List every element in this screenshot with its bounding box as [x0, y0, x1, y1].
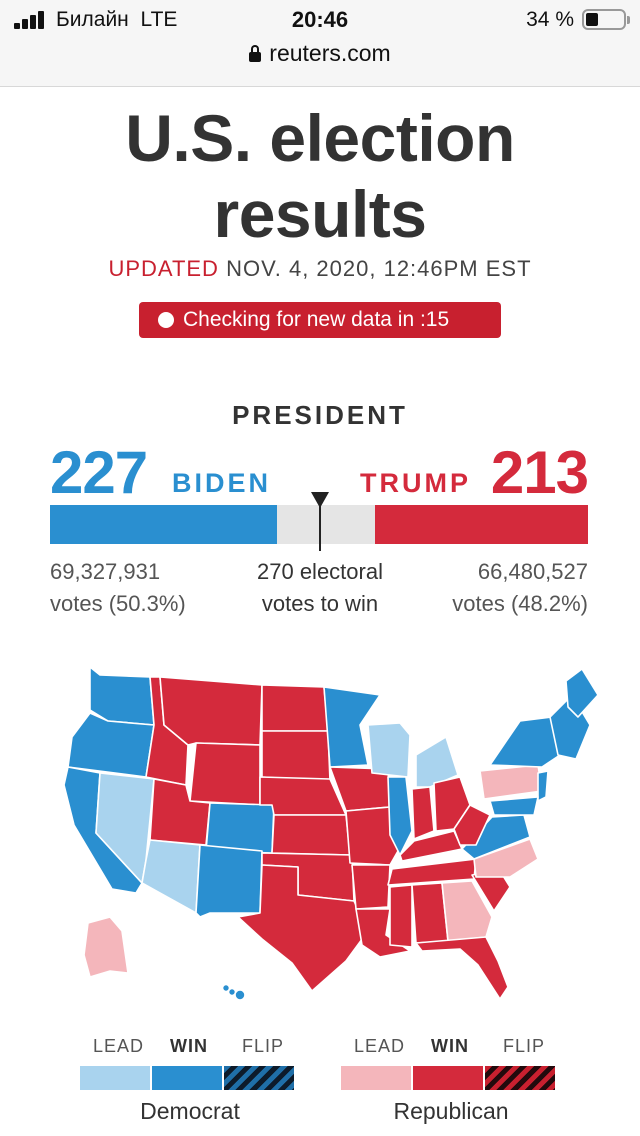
state-missouri	[345, 806, 399, 866]
signal-icon	[14, 11, 52, 29]
threshold-line	[319, 505, 321, 551]
rep-electoral-bar	[375, 505, 588, 544]
legend-win-label: WIN	[170, 1036, 208, 1056]
legend-flip-label: FLIP	[242, 1036, 285, 1056]
updated-timestamp: UPDATED NOV. 4, 2020, 12:46PM EST	[0, 256, 640, 282]
state-montana	[159, 676, 263, 746]
dem-vote-share: votes (50.3%)	[50, 591, 186, 616]
url-text: reuters.com	[269, 40, 391, 66]
state-wyoming	[189, 742, 261, 806]
state-illinois	[387, 776, 413, 856]
browser-chrome: Билайн LTE 20:46 34 % reuters.com	[0, 0, 640, 87]
state-new-jersey	[537, 770, 549, 802]
electoral-vote-bar	[50, 505, 588, 544]
dem-electoral-bar	[50, 505, 277, 544]
updated-label: UPDATED	[108, 256, 219, 281]
state-new-mexico	[195, 844, 263, 918]
state-georgia	[441, 880, 493, 942]
legend-dem-flip-swatch	[224, 1066, 294, 1090]
rep-popular-vote: 66,480,527 votes (48.2%)	[452, 556, 588, 620]
rep-vote-count: 66,480,527	[477, 559, 588, 584]
state-nebraska	[259, 776, 347, 816]
state-florida	[415, 936, 509, 1000]
legend-flip-label: FLIP	[503, 1036, 546, 1056]
state-maryland-delaware	[489, 796, 539, 816]
status-bar: Билайн LTE 20:46 34 %	[0, 0, 640, 40]
state-south-dakota	[261, 730, 331, 782]
legend-win-label: WIN	[431, 1036, 469, 1056]
battery-percent: 34 %	[526, 8, 574, 31]
threshold-label: 270 electoral votes to win	[257, 559, 383, 616]
state-north-carolina	[473, 838, 539, 878]
battery-icon	[582, 9, 630, 30]
legend-rep-flip-swatch	[485, 1066, 555, 1090]
state-texas	[237, 864, 369, 992]
clock: 20:46	[291, 7, 349, 32]
carrier-label: Билайн LTE	[56, 8, 178, 31]
state-maine	[565, 668, 599, 718]
dem-candidate-name: BIDEN	[172, 468, 272, 498]
threshold-marker-icon	[311, 492, 329, 508]
section-heading: PRESIDENT	[232, 400, 408, 430]
legend-democrat-label: Democrat	[140, 1098, 240, 1124]
state-kansas	[271, 814, 351, 856]
state-alaska	[83, 916, 129, 978]
legend-rep-win-swatch	[413, 1066, 483, 1090]
state-arizona	[141, 839, 201, 914]
refresh-dot-icon	[158, 312, 174, 328]
rep-vote-share: votes (48.2%)	[452, 591, 588, 616]
state-west-virginia	[453, 804, 491, 846]
state-north-dakota	[261, 684, 329, 732]
legend-republican-label: Republican	[393, 1098, 509, 1124]
legend-lead-label: LEAD	[93, 1036, 145, 1056]
legend-dem-lead-swatch	[80, 1066, 150, 1090]
legend-rep-lead-swatch	[341, 1066, 411, 1090]
state-washington	[89, 666, 155, 726]
page-title: U.S. election results	[125, 101, 515, 251]
state-new-york	[489, 716, 561, 768]
refresh-text: Checking for new data in :15	[183, 308, 450, 331]
state-wisconsin	[367, 722, 411, 778]
state-mississippi	[389, 884, 413, 948]
updated-value: NOV. 4, 2020, 12:46PM EST	[226, 256, 532, 281]
state-minnesota	[323, 686, 381, 768]
legend-dem-win-swatch	[152, 1066, 222, 1090]
state-hawaii	[221, 983, 246, 1001]
state-pennsylvania	[479, 764, 543, 800]
state-colorado	[205, 802, 275, 854]
legend-lead-label: LEAD	[354, 1036, 406, 1056]
state-arkansas	[351, 864, 391, 910]
rep-electoral-count: 213	[490, 439, 589, 506]
lock-icon	[249, 45, 262, 62]
rep-candidate-name: TRUMP	[360, 468, 471, 498]
dem-popular-vote: 69,327,931 votes (50.3%)	[50, 556, 186, 620]
state-indiana	[411, 786, 435, 840]
us-election-map[interactable]	[50, 655, 600, 1010]
network-label: LTE	[140, 8, 178, 31]
dem-electoral-count: 227	[50, 439, 148, 506]
url-bar[interactable]: reuters.com	[0, 40, 640, 74]
data-refresh-badge: Checking for new data in :15	[139, 302, 501, 338]
dem-vote-count: 69,327,931	[50, 559, 161, 584]
